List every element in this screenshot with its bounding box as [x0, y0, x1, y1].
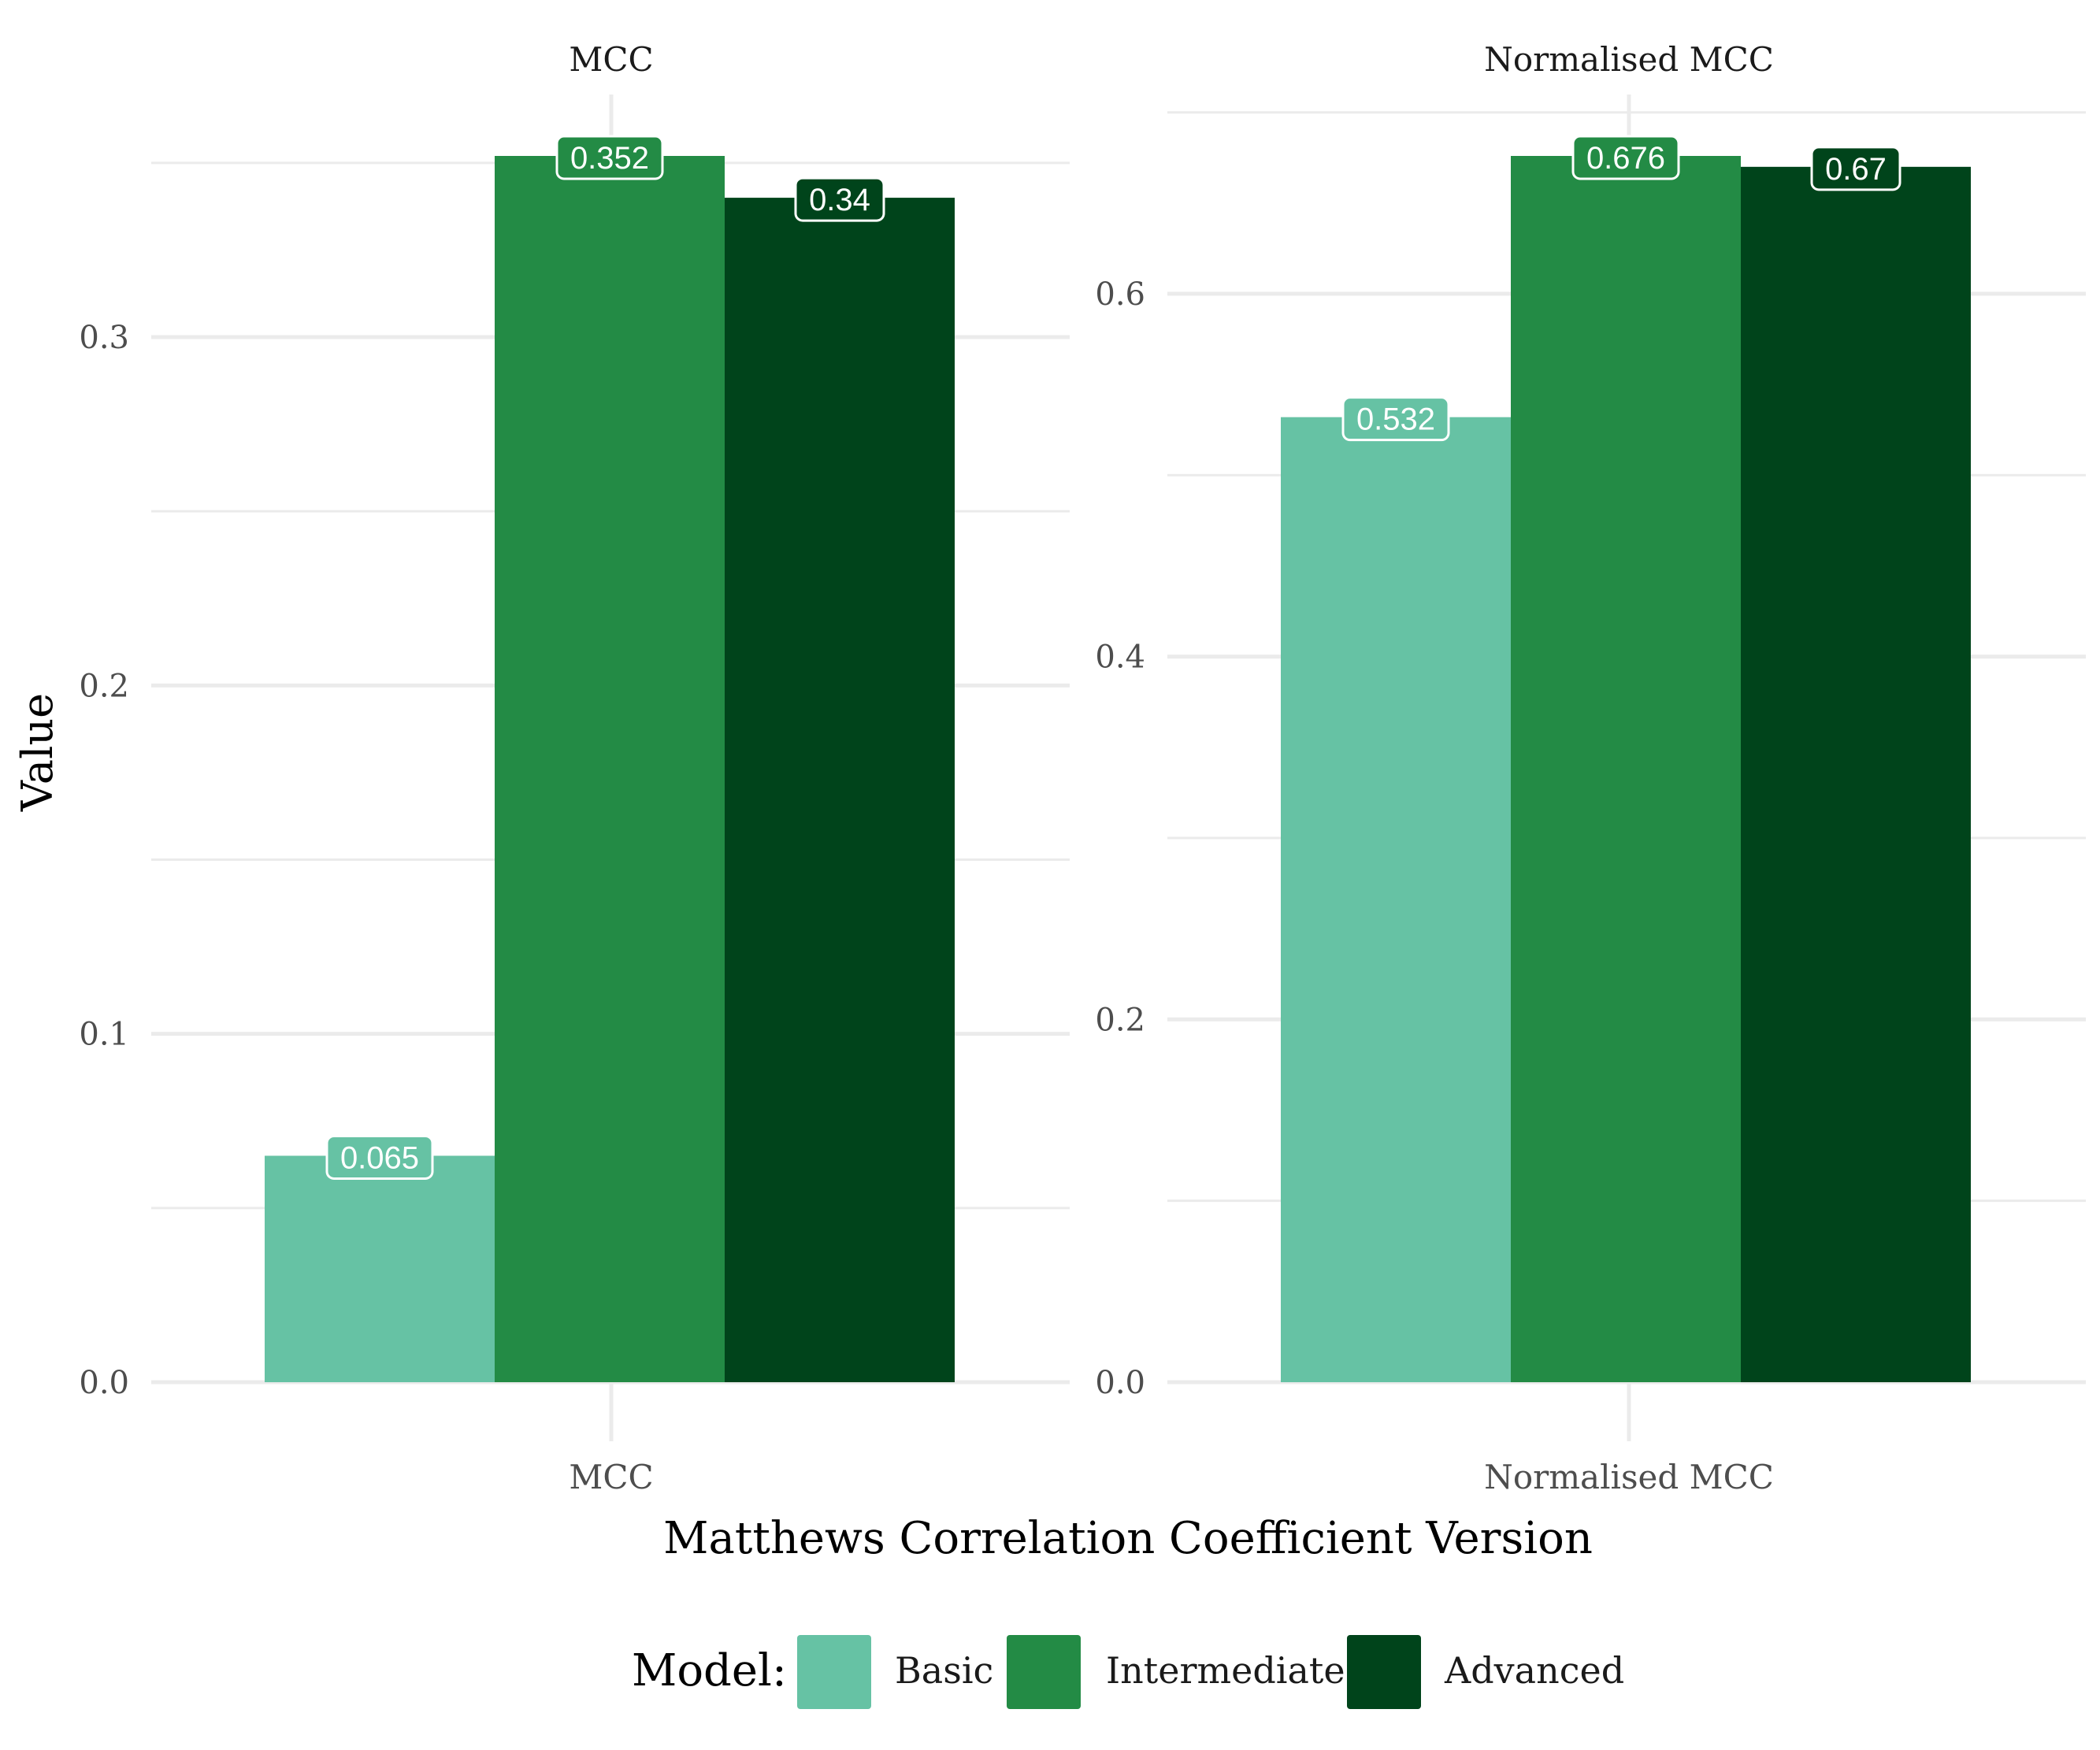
data-label: 0.676: [1586, 141, 1665, 176]
panel-1: 0.0 0.1 0.2 0.3 MCC 0.065 0.352 0.34 MCC: [79, 40, 1070, 1496]
x-axis-title: Matthews Correlation Coefficient Version: [663, 1513, 1593, 1564]
legend-label-basic: Basic: [895, 1649, 993, 1692]
legend-label-advanced: Advanced: [1444, 1649, 1624, 1692]
bar-advanced: [725, 198, 955, 1382]
data-label: 0.34: [809, 183, 870, 217]
bar-intermediate: [495, 156, 725, 1382]
data-label: 0.532: [1356, 402, 1435, 437]
legend-title: Model:: [632, 1645, 787, 1696]
bar-advanced: [1741, 166, 1971, 1382]
legend: Model: Basic Intermediate Advanced: [632, 1635, 1624, 1709]
y-tick-label: 0.2: [1095, 1002, 1145, 1038]
data-label-box: [1571, 135, 1680, 180]
x-tick-label: Normalised MCC: [1484, 1458, 1774, 1496]
data-label: 0.065: [340, 1140, 419, 1175]
bar-basic: [265, 1155, 495, 1382]
bar-basic: [1281, 417, 1511, 1382]
y-tick-label: 0.4: [1095, 640, 1145, 676]
y-tick-label: 0.6: [1095, 276, 1145, 313]
panels: 0.00.10.20.3MCC0.0650.3520.34MCC0.00.20.…: [79, 40, 2086, 1496]
legend-key-intermediate: [1007, 1635, 1081, 1709]
y-tick-label: 0.0: [79, 1365, 129, 1401]
legend-label-intermediate: Intermediate: [1106, 1649, 1345, 1692]
y-tick-label: 0.1: [79, 1017, 129, 1053]
data-label-box: [1810, 146, 1902, 191]
y-tick-label: 0.2: [79, 668, 129, 704]
data-label: 0.67: [1825, 152, 1887, 187]
panel-title: Normalised MCC: [1484, 40, 1774, 79]
data-label: 0.352: [570, 141, 649, 176]
legend-key-basic: [797, 1635, 871, 1709]
bar-intermediate: [1511, 156, 1741, 1382]
data-label-box: [1341, 396, 1450, 442]
y-axis-title: Value: [13, 693, 62, 812]
y-tick-label: 0.3: [79, 320, 129, 356]
y-tick-label: 0.0: [1095, 1365, 1145, 1401]
panel-title: MCC: [569, 40, 653, 79]
data-label-box: [555, 135, 664, 180]
legend-key-advanced: [1347, 1635, 1421, 1709]
data-label-box: [325, 1134, 434, 1180]
data-label-box: [794, 176, 885, 222]
x-tick-label: MCC: [569, 1458, 653, 1496]
panel-2: 0.0 0.2 0.4 0.6 Normalised MCC 0.532 0.676 0.67…: [1095, 40, 2086, 1496]
